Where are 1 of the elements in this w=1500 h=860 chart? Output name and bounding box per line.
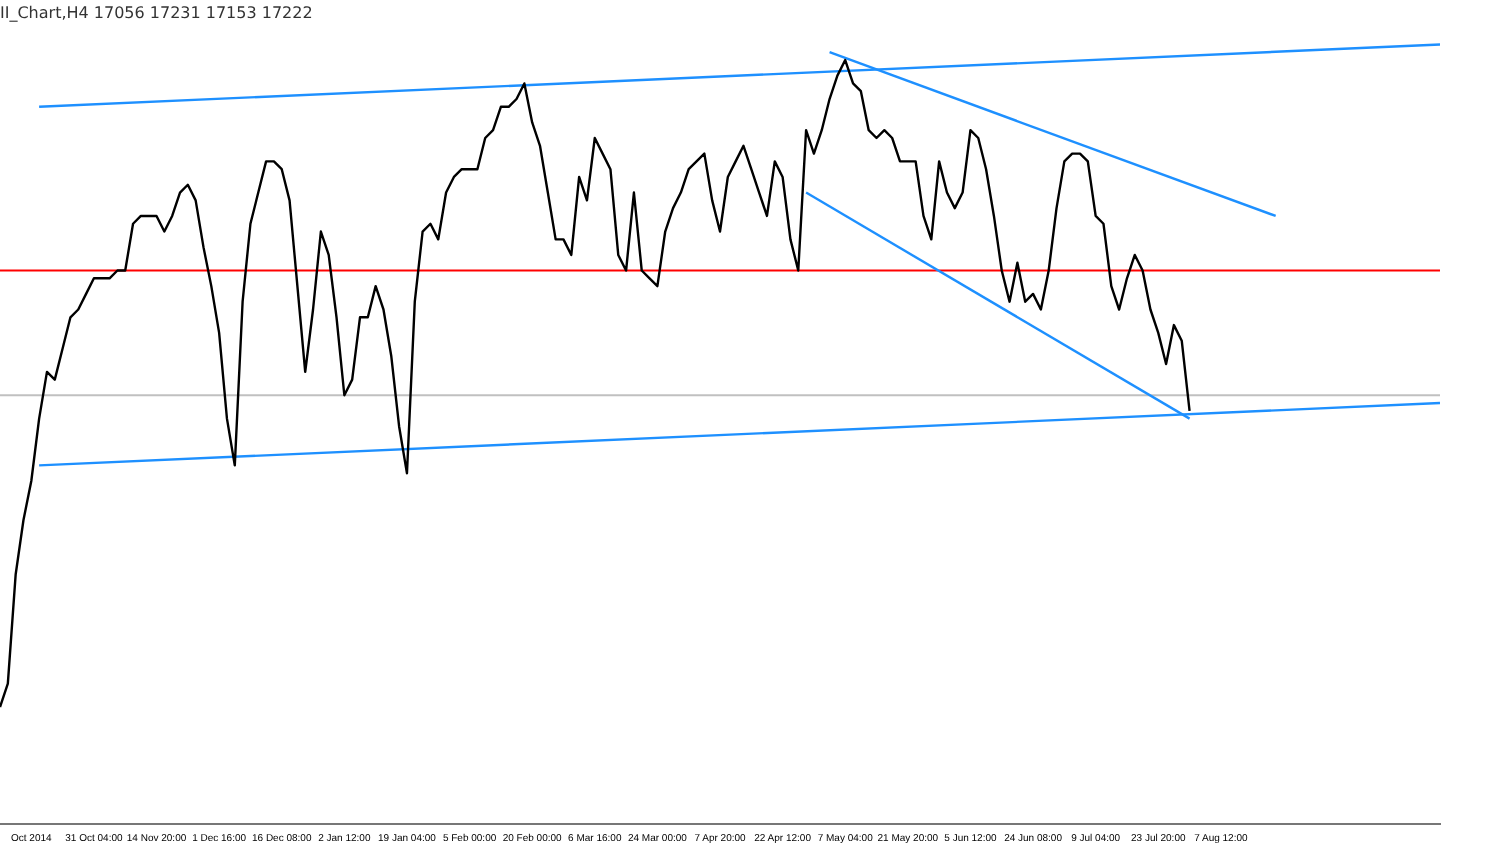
chart-title: II_Chart,H4 17056 17231 17153 17222 [0,3,313,22]
